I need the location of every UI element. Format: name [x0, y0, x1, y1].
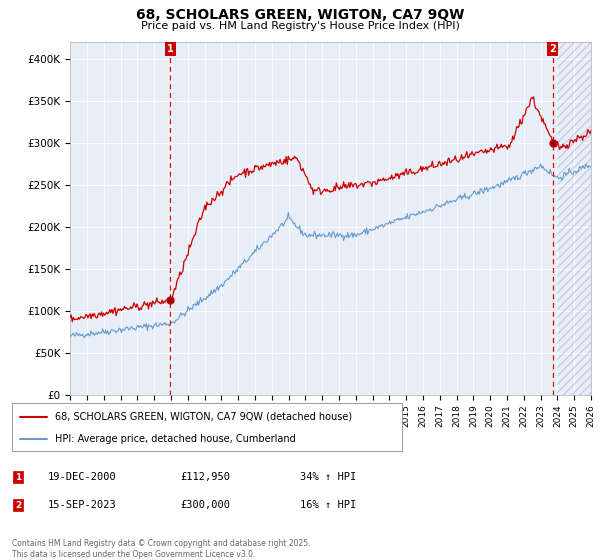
- Text: Price paid vs. HM Land Registry's House Price Index (HPI): Price paid vs. HM Land Registry's House …: [140, 21, 460, 31]
- Text: £300,000: £300,000: [180, 500, 230, 510]
- Text: 16% ↑ HPI: 16% ↑ HPI: [300, 500, 356, 510]
- Text: Contains HM Land Registry data © Crown copyright and database right 2025.
This d: Contains HM Land Registry data © Crown c…: [12, 539, 311, 559]
- Text: 15-SEP-2023: 15-SEP-2023: [48, 500, 117, 510]
- Text: HPI: Average price, detached house, Cumberland: HPI: Average price, detached house, Cumb…: [55, 434, 296, 444]
- Text: 68, SCHOLARS GREEN, WIGTON, CA7 9QW: 68, SCHOLARS GREEN, WIGTON, CA7 9QW: [136, 8, 464, 22]
- Text: 68, SCHOLARS GREEN, WIGTON, CA7 9QW (detached house): 68, SCHOLARS GREEN, WIGTON, CA7 9QW (det…: [55, 412, 352, 422]
- Text: 2: 2: [549, 44, 556, 54]
- Text: 2: 2: [15, 501, 21, 510]
- Bar: [557, 42, 591, 395]
- Text: £112,950: £112,950: [180, 472, 230, 482]
- Text: 34% ↑ HPI: 34% ↑ HPI: [300, 472, 356, 482]
- Text: 1: 1: [15, 473, 21, 482]
- Text: 1: 1: [167, 44, 174, 54]
- Text: 19-DEC-2000: 19-DEC-2000: [48, 472, 117, 482]
